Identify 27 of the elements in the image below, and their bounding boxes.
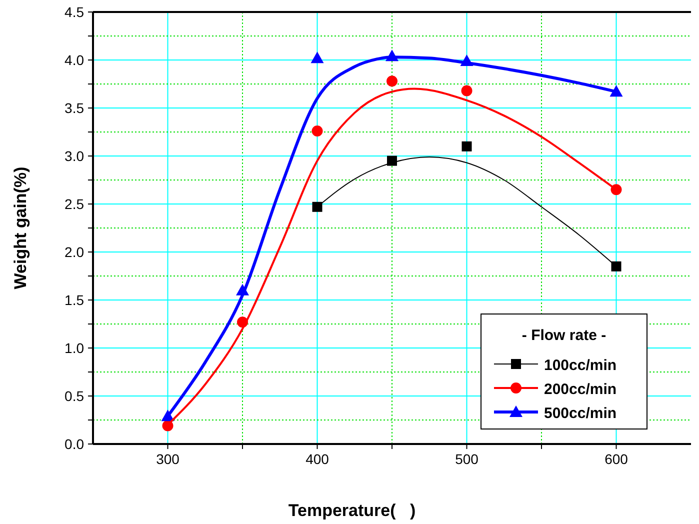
legend-label: 200cc/min xyxy=(544,381,617,398)
legend-label: 500cc/min xyxy=(544,405,617,422)
x-tick-label: 500 xyxy=(455,451,479,467)
y-tick-label: 3.0 xyxy=(64,148,84,164)
y-tick-label: 2.0 xyxy=(64,244,84,260)
x-axis-title: Temperature( ) xyxy=(288,501,416,520)
x-tick-label: 300 xyxy=(156,451,180,467)
point xyxy=(386,76,398,87)
point xyxy=(462,141,472,152)
y-tick-label: 4.5 xyxy=(64,4,84,20)
x-tick-label: 400 xyxy=(306,451,330,467)
legend-label: 100cc/min xyxy=(544,357,617,374)
point xyxy=(611,261,622,272)
legend-title: - Flow rate - xyxy=(522,327,606,344)
y-axis-title: Weight gain(%) xyxy=(11,166,30,290)
point xyxy=(461,85,472,96)
y-tick-label: 0.5 xyxy=(64,388,84,404)
y-tick-label: 2.5 xyxy=(64,196,84,212)
y-tick-label: 1.0 xyxy=(64,340,84,356)
text: 0.0 xyxy=(64,436,84,452)
point xyxy=(312,202,322,212)
x-tick-label: 600 xyxy=(604,451,628,467)
y-tick-label: 1.5 xyxy=(64,292,84,308)
y-tick-label: 4.0 xyxy=(64,52,84,68)
point xyxy=(312,126,323,137)
point xyxy=(310,52,324,64)
y-tick-label: 3.5 xyxy=(64,100,84,116)
